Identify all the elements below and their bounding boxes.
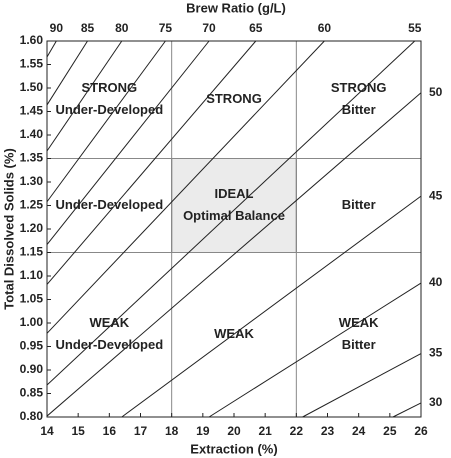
x-tick-label: 16 [103,424,117,438]
region-label: Under-Developed [56,102,164,117]
brew-ratio-label: 35 [429,346,443,360]
x-axis-title: Extraction (%) [190,441,277,456]
x-tick-label: 19 [196,424,210,438]
region-label: IDEAL [215,186,254,201]
y-tick-label: 0.95 [20,339,44,353]
brew-ratio-line [46,40,57,58]
x-tick-label: 20 [227,424,241,438]
x-tick-label: 14 [40,424,54,438]
region-label: Under-Developed [56,197,164,212]
region-label: WEAK [89,315,129,330]
y-tick-label: 1.00 [20,315,44,329]
brew-ratio-line [121,195,422,418]
y-tick-label: 1.30 [20,174,44,188]
y-tick-label: 0.85 [20,386,44,400]
x-tick-label: 22 [290,424,304,438]
region-label: Bitter [342,337,376,352]
brew-ratio-line [392,402,422,418]
brew-ratio-label: 55 [408,21,422,35]
y-axis-title: Total Dissolved Solids (%) [1,148,16,310]
x-tick-label: 23 [321,424,335,438]
brew-ratio-line [46,40,416,386]
region-label: WEAK [214,326,254,341]
y-tick-label: 1.40 [20,127,44,141]
y-tick-label: 1.15 [20,245,44,259]
brew-ratio-line [46,40,88,106]
x-tick-label: 18 [165,424,179,438]
y-tick-label: 1.55 [20,57,44,71]
brew-ratio-label: 85 [81,21,95,35]
top-axis-title: Brew Ratio (g/L) [186,0,286,15]
x-tick-label: 15 [71,424,85,438]
region-label: WEAK [339,315,379,330]
x-tick-label: 25 [383,424,397,438]
x-tick-label: 24 [352,424,366,438]
x-tick-label: 26 [414,424,428,438]
brew-ratio-line [46,40,325,334]
brew-ratio-label: 80 [115,21,129,35]
ideal-zone [171,158,297,253]
region-label: STRONG [206,91,262,106]
brew-ratio-line [302,353,422,418]
brew-ratio-line [46,92,422,417]
brew-ratio-label: 70 [202,21,216,35]
brew-ratio-label: 30 [429,395,443,409]
y-tick-label: 1.50 [20,80,44,94]
region-label: Optimal Balance [183,208,285,223]
region-label: Bitter [342,197,376,212]
y-tick-label: 1.10 [20,268,44,282]
brew-ratio-line [46,40,257,285]
brew-ratio-label: 75 [159,21,173,35]
x-tick-label: 21 [258,424,272,438]
y-tick-label: 1.60 [20,33,44,47]
y-tick-label: 0.90 [20,362,44,376]
region-label: Bitter [342,102,376,117]
region-label: Under-Developed [56,337,164,352]
brew-ratio-label: 50 [429,85,443,99]
brew-ratio-label: 40 [429,275,443,289]
brew-ratio-line [208,282,422,418]
brew-ratio-label: 90 [50,21,64,35]
brew-ratio-line [46,40,210,245]
y-tick-label: 1.20 [20,221,44,235]
x-tick-label: 17 [134,424,148,438]
y-tick-label: 1.35 [20,151,44,165]
brew-ratio-label: 65 [249,21,263,35]
y-tick-label: 0.80 [20,409,44,423]
y-tick-label: 1.25 [20,198,44,212]
y-tick-label: 1.05 [20,292,44,306]
y-tick-label: 1.45 [20,104,44,118]
region-label: STRONG [331,80,387,95]
brew-ratio-line [46,40,123,152]
brew-ratio-label: 60 [318,21,332,35]
brew-ratio-label: 45 [429,188,443,202]
brew-ratio-line [46,40,166,203]
region-label: STRONG [82,80,138,95]
